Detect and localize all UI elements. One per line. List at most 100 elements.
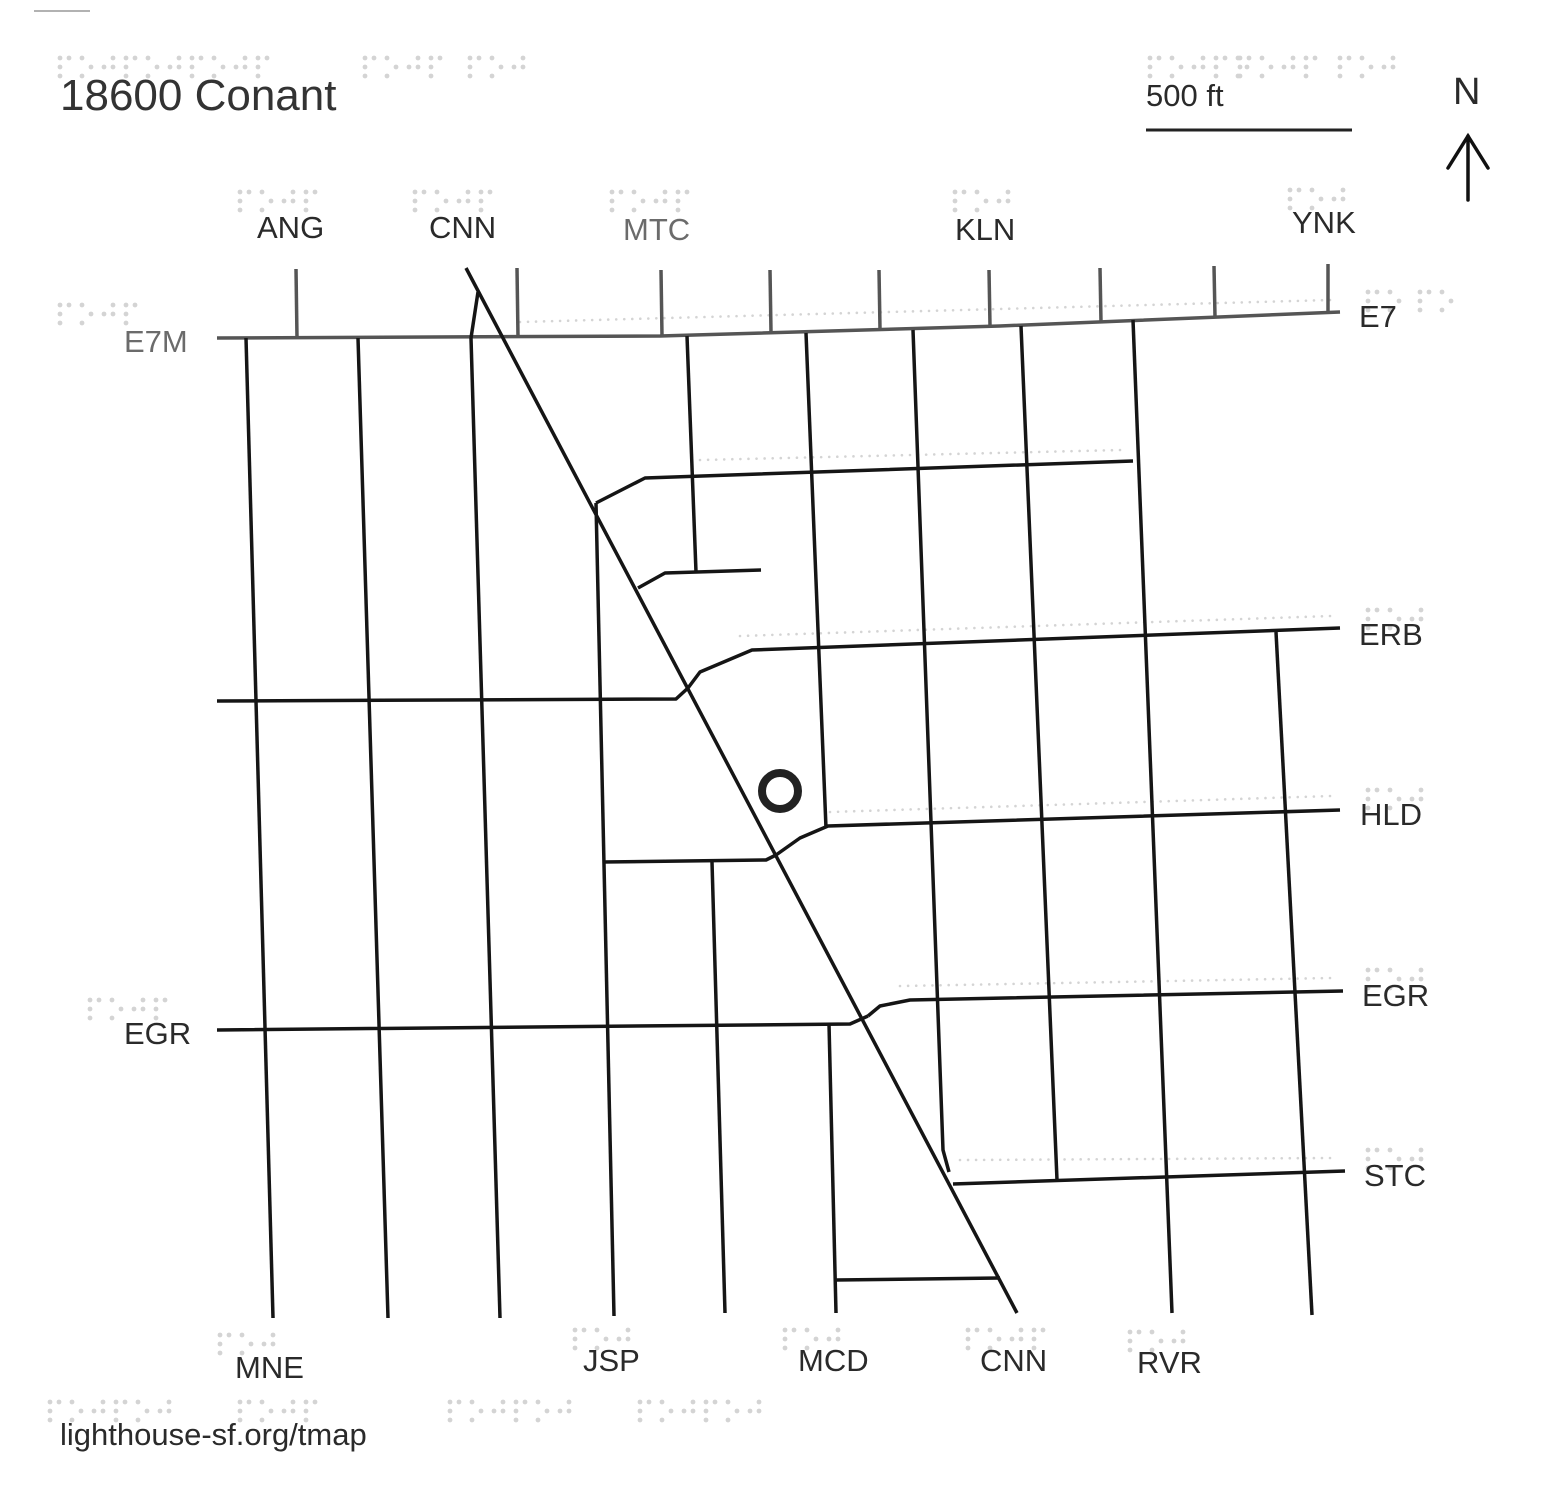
footer-url: lighthouse-sf.org/tmap [60,1417,367,1452]
braille-dot [239,1350,245,1356]
ridge-dot [1288,795,1291,799]
braille-dot [87,997,93,1003]
ridge-dot [973,452,976,455]
braille-dot [469,1417,475,1423]
ridge-dot [679,316,682,319]
ridge-dot [997,451,1001,455]
ridge-dot [1143,1157,1147,1161]
braille-dot [101,311,107,317]
braille-dot [1374,1147,1380,1153]
ridge-dot [987,983,991,986]
braille-dot [189,55,195,61]
braille-dot [1169,55,1175,61]
braille-dot [813,1336,819,1342]
braille-dot [1418,787,1424,793]
ridge-dot [1224,301,1228,305]
braille-dot [1365,796,1371,802]
ridge-dot [1176,302,1179,306]
braille-dot [747,1408,753,1414]
ridge-dot [1160,303,1163,306]
braille-dot [513,1408,519,1414]
braille-dot [1303,55,1309,61]
ridge-dot [1054,450,1057,453]
braille-dot [135,1417,141,1423]
ridge-dot [868,454,871,458]
braille-dot [1359,55,1365,61]
ridge-dot [1280,300,1284,303]
ridge-dot [1272,1157,1275,1160]
ridge-dot [1175,619,1178,623]
braille-dot [478,207,484,213]
braille-dot [1281,64,1287,70]
ridge-dot [979,983,983,986]
ridge-dot [1094,622,1097,626]
ridge-dot [1096,305,1099,308]
ridge-dot [914,984,918,987]
braille-dot [1365,805,1371,811]
braille-dot [69,1417,75,1423]
ridge-dot [1256,797,1259,800]
ridge-dot [876,630,879,633]
braille-dot [428,55,434,61]
ridge-dot [998,805,1001,808]
braille-dot [1387,1165,1393,1171]
braille-dot [487,189,493,195]
braille-dot [113,1408,119,1414]
arrow-up-icon [1446,132,1490,202]
ridge-dot [851,630,855,634]
ridge-dot [999,307,1003,311]
braille-dot [101,64,107,70]
ridge-dot [917,807,921,811]
ridge-dot [1014,804,1017,808]
ridge-dot [884,454,888,457]
ridge-dot [1102,449,1106,452]
braille-dot [1368,64,1374,70]
ridge-dot [1094,802,1098,805]
ridge-dot [959,308,963,312]
ridge-dot [1015,1158,1018,1161]
braille-dot [412,198,418,204]
ridge-dot [1102,622,1105,625]
braille-dot [1365,985,1371,991]
braille-dot [268,198,274,204]
ridge-dot [898,984,902,988]
ridge-dot [795,632,798,636]
braille-dot [952,198,958,204]
ridge-dot [1264,796,1267,800]
ridge-dot [1006,1158,1010,1162]
ridge-dot [783,313,786,317]
braille-dot [79,73,85,79]
ridge-dot [1320,794,1324,798]
braille-dot [217,1350,223,1356]
ridge-dot [931,984,934,987]
label-bottom-jsp: JSP [583,1343,640,1378]
ridge-dot [983,308,987,311]
braille-dot [465,189,471,195]
braille-dot [703,1408,709,1414]
braille-dot [603,1336,609,1342]
braille-dot [1147,73,1153,79]
ridge-dot [990,1158,994,1162]
braille-dot [594,1327,600,1333]
ridge-dot [965,452,968,455]
ridge-dot [803,456,807,459]
label-bottom-mcd: MCD [798,1343,869,1378]
ridge-dot [1101,980,1105,984]
braille-dot [983,198,989,204]
braille-dot [303,1408,309,1414]
ridge-dot [989,626,992,629]
braille-dot [259,1399,265,1405]
ridge-dot [1264,300,1268,304]
ridge-dot [989,451,993,455]
ridge-dot [1231,797,1235,801]
ridge-dot [1102,801,1106,805]
ridge-dot [1223,798,1227,801]
braille-dot [681,1408,687,1414]
braille-dot [79,55,85,61]
ridge-dot [787,633,790,636]
braille-dot [239,1332,245,1338]
ridge-dot [909,808,912,811]
ridge-dot [1216,1157,1219,1160]
ridge-dot [695,315,698,319]
